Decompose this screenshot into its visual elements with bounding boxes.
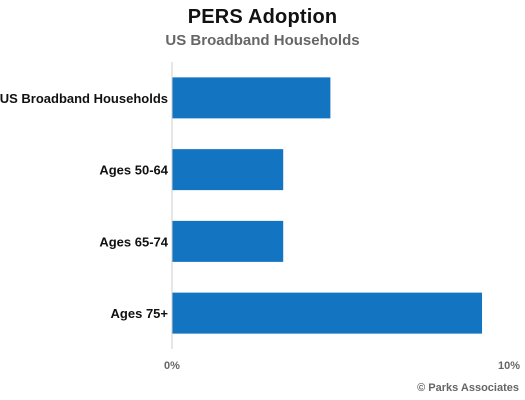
bar-4: [172, 292, 483, 334]
bar-2: [172, 149, 284, 191]
category-label: Ages 50-64: [99, 163, 168, 178]
x-ticks-group: 0% 10%: [164, 360, 520, 372]
bar-3: [172, 220, 284, 262]
category-labels-group: All US Broadband Households Ages 50-64 Age…: [0, 91, 169, 321]
chart-subtitle: US Broadband Households: [165, 32, 360, 49]
category-label: All US Broadband Households: [0, 91, 168, 106]
chart-title: PERS Adoption: [187, 6, 338, 28]
x-tick-label: 10%: [498, 360, 520, 372]
category-label: Ages 65-74: [99, 234, 168, 249]
category-label: Ages 75+: [111, 306, 169, 321]
bar-1: [172, 77, 331, 119]
bars-group: [172, 77, 483, 334]
x-tick-label: 0%: [164, 360, 180, 372]
copyright-credit: © Parks Associates: [417, 382, 519, 394]
